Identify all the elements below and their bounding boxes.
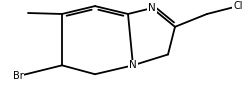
Text: N: N [129, 60, 137, 70]
Text: Br: Br [12, 71, 24, 81]
Text: Cl: Cl [233, 1, 243, 11]
Text: N: N [148, 3, 156, 13]
